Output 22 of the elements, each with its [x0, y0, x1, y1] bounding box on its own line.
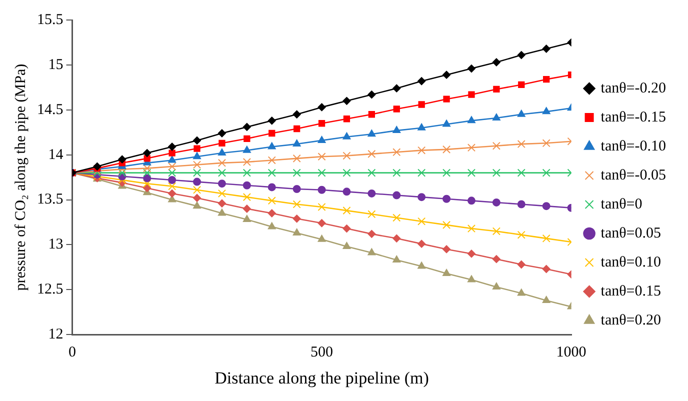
- x-axis-title: Distance along the pipeline (m): [214, 368, 429, 388]
- legend-label: tanθ=0.15: [600, 283, 662, 300]
- legend-label: tanθ=0.20: [600, 312, 662, 328]
- y-tick-label: 12: [48, 326, 64, 343]
- y-tick-label: 15: [48, 56, 64, 73]
- legend-label: tanθ=0: [600, 196, 642, 212]
- y-axis-title: pressure of CO₂ along the pipe (MPa): [12, 64, 29, 291]
- legend-label: tanθ=-0.10: [600, 138, 666, 154]
- legend-label: tanθ=-0.05: [600, 167, 666, 184]
- x-tick-label: 1000: [556, 344, 586, 361]
- y-tick-label: 15.5: [37, 12, 64, 28]
- y-tick-label: 14.5: [37, 102, 64, 118]
- y-tick-label: 13.5: [37, 192, 64, 208]
- y-tick-label: 13: [48, 236, 64, 253]
- y-tick-label: 12.5: [37, 282, 64, 298]
- legend-label: tanθ=0.10: [600, 254, 662, 270]
- legend-label: tanθ=0.05: [600, 225, 662, 242]
- legend-label: tanθ=-0.15: [600, 109, 666, 126]
- legend-label: tanθ=-0.20: [600, 80, 666, 96]
- x-tick-label: 500: [310, 344, 334, 361]
- x-tick-label: 0: [68, 344, 76, 361]
- y-tick-label: 14: [48, 146, 64, 163]
